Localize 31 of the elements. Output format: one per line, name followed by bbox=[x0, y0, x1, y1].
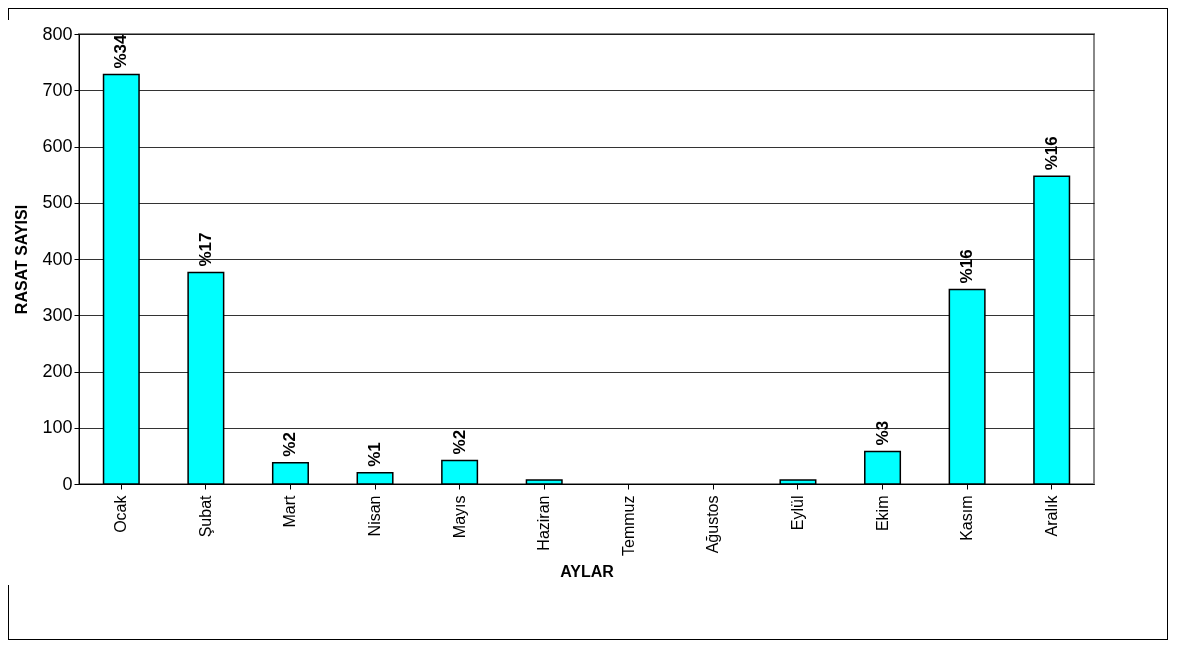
x-tick-label: Mayıs bbox=[450, 495, 468, 539]
annotation: %2 bbox=[280, 432, 300, 457]
annotation: %16 bbox=[957, 249, 977, 284]
y-tick-label: 600 bbox=[42, 136, 73, 156]
x-tick-label: Ekim bbox=[873, 495, 891, 532]
x-axis-title: AYLAR bbox=[560, 562, 615, 580]
y-axis-title: RASAT SAYISI bbox=[13, 204, 31, 315]
x-tick-label: Eylül bbox=[788, 495, 806, 531]
y-tick-label: 300 bbox=[42, 304, 73, 325]
x-tick-label: Şubat bbox=[196, 494, 214, 538]
annotation: %16 bbox=[1041, 136, 1061, 171]
x-tick-label: Aralık bbox=[1042, 494, 1060, 537]
y-tick-label: 800 bbox=[42, 23, 73, 44]
x-tick-label: Mart bbox=[281, 494, 299, 528]
annotation: %3 bbox=[872, 420, 892, 446]
annotation: %17 bbox=[195, 232, 215, 267]
x-tick-label: Nisan bbox=[366, 495, 384, 537]
x-tick-label: Haziran bbox=[535, 495, 553, 551]
y-tick-label: 0 bbox=[62, 473, 73, 494]
y-tick-label: 100 bbox=[42, 417, 73, 438]
annotation: %2 bbox=[449, 429, 469, 455]
annotation: %34 bbox=[111, 33, 131, 69]
x-tick-label: Ağustos bbox=[704, 495, 722, 554]
x-tick-label: Kasım bbox=[958, 495, 976, 541]
y-tick-label: 500 bbox=[42, 192, 73, 213]
y-tick-label: 700 bbox=[42, 79, 73, 100]
x-tick-label: Ocak bbox=[112, 494, 130, 533]
y-tick-label: 400 bbox=[42, 248, 73, 269]
y-tick-label: 200 bbox=[42, 361, 73, 381]
x-tick-label: Temmuz bbox=[619, 495, 637, 556]
annotation: %1 bbox=[365, 442, 385, 467]
